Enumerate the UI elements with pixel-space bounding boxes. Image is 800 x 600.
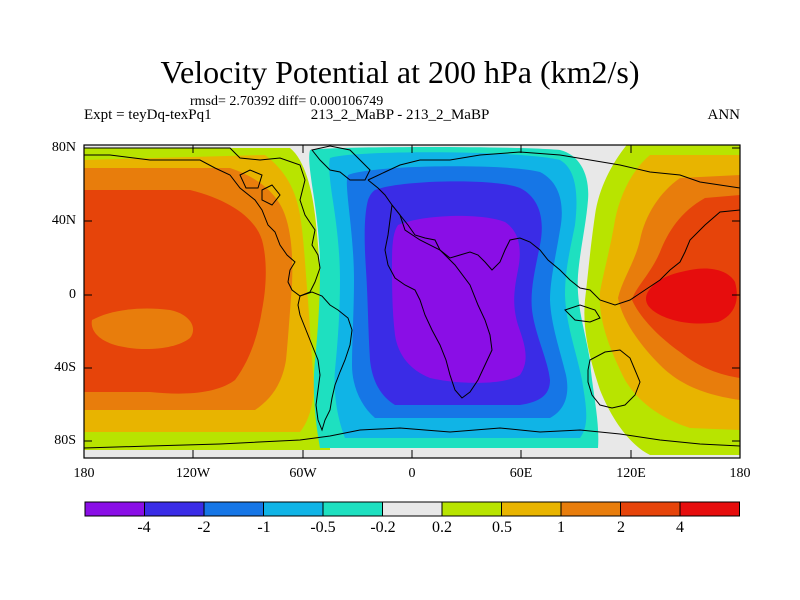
coast-indonesia	[564, 304, 601, 323]
colorbar-box	[501, 501, 562, 517]
colorbar-label: 0.2	[432, 519, 452, 536]
lon-label-120e: 120E	[616, 466, 646, 481]
colorbar-label: -0.2	[370, 519, 396, 536]
colorbar-label: 0.5	[492, 519, 512, 536]
experiment-label: Expt = teyDq-texPq1	[84, 107, 212, 123]
west-band-2	[84, 190, 266, 394]
coast-antarctica	[84, 427, 740, 449]
colorbar-box	[263, 501, 324, 517]
axis-ticks	[83, 145, 741, 458]
lon-label-180w: 180	[73, 466, 95, 481]
lon-label-0: 0	[408, 466, 416, 481]
west-inner-patch	[91, 308, 194, 350]
coast-north-america	[84, 147, 321, 297]
lat-label-40s: 40S	[54, 360, 76, 375]
colorbar-box	[560, 501, 621, 517]
colorbar-label: -4	[137, 519, 151, 536]
east-band-4	[645, 268, 737, 324]
lon-label-60e: 60E	[509, 466, 533, 481]
plot-title: Velocity Potential at 200 hPa (km2/s)	[160, 54, 640, 90]
colorbar-box	[382, 501, 443, 517]
colorbar	[84, 501, 740, 517]
colorbar-label: -2	[197, 519, 211, 536]
colorbar-box	[84, 501, 145, 517]
case-label: 213_2_MaBP - 213_2_MaBP	[310, 107, 490, 123]
lat-label-80n: 80N	[51, 140, 76, 155]
east-positive-lobe	[584, 145, 740, 455]
coast-arctic-islands	[239, 169, 281, 206]
colorbar-box	[203, 501, 264, 517]
contour-fill	[84, 145, 740, 458]
season-label: ANN	[707, 107, 741, 123]
coastlines	[84, 145, 740, 449]
colorbar-label: -1	[257, 519, 271, 536]
coast-europe-asia	[367, 151, 740, 306]
lon-label-180e: 180	[729, 466, 751, 481]
colorbar-box	[322, 501, 383, 517]
colorbar-box	[144, 501, 205, 517]
lat-label-80s: 80S	[54, 433, 76, 448]
colorbar-label: 1	[557, 519, 565, 536]
west-positive-lobe	[84, 148, 331, 450]
center-band-4	[392, 215, 526, 383]
coast-australia	[587, 349, 641, 409]
colorbar-label: -0.5	[310, 519, 336, 536]
lat-label-40n: 40N	[51, 213, 76, 228]
colorbar-label: 4	[676, 519, 684, 536]
coast-greenland	[311, 145, 371, 181]
coast-africa	[384, 203, 493, 399]
colorbar-box	[679, 501, 740, 517]
stats-text: rmsd= 2.70392 diff= 0.000106749	[190, 94, 384, 109]
central-negative-lobe	[309, 147, 599, 448]
colorbar-label: 2	[617, 519, 625, 536]
coast-south-america	[297, 291, 353, 432]
lat-label-0: 0	[69, 287, 76, 302]
colorbar-box	[620, 501, 681, 517]
colorbar-box	[441, 501, 502, 517]
lon-label-60w: 60W	[289, 466, 317, 481]
lon-label-120w: 120W	[175, 466, 211, 481]
